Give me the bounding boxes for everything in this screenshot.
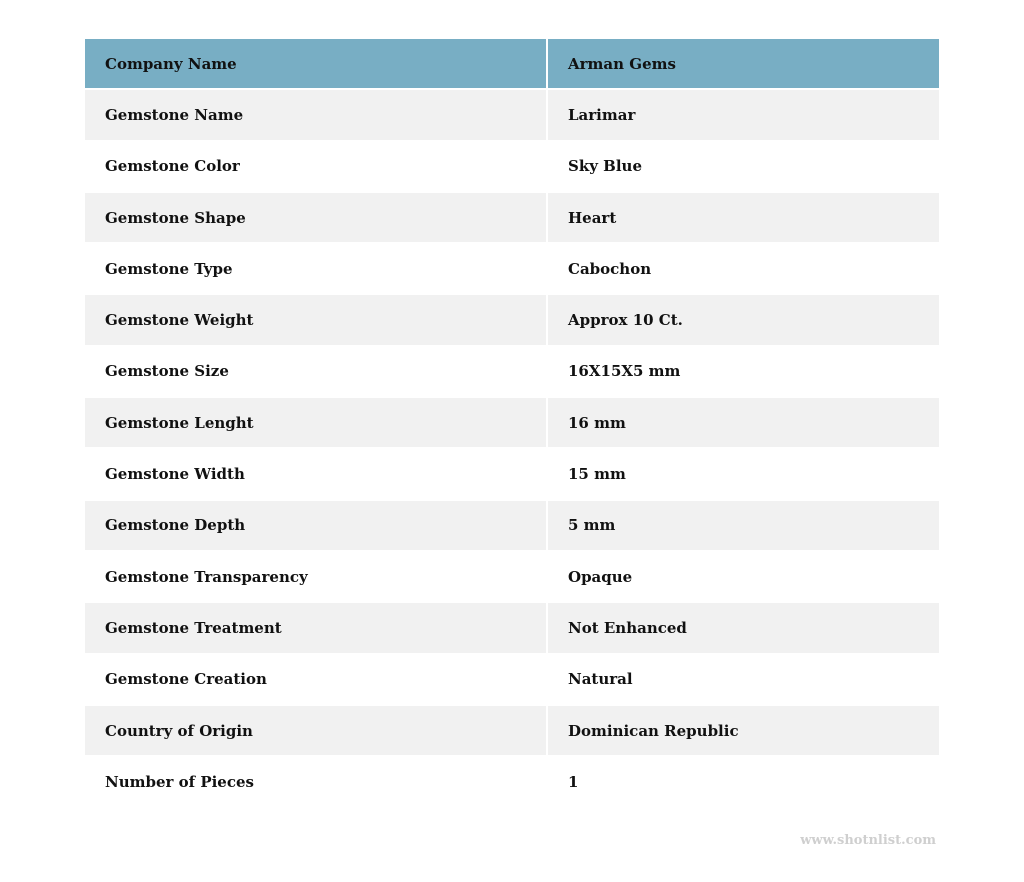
header-label: Company Name: [85, 39, 548, 91]
row-label: Number of Pieces: [85, 756, 548, 809]
row-value: Not Enhanced: [547, 602, 939, 655]
row-value: Dominican Republic: [547, 704, 939, 758]
row-value: Larimar: [547, 89, 939, 142]
table-row: Gemstone Type Cabochon: [85, 243, 939, 296]
row-value: Heart: [547, 191, 939, 245]
row-value: 1: [547, 756, 939, 809]
table-header-row: Company Name Arman Gems: [85, 39, 939, 91]
gemstone-spec-table: Company Name Arman Gems Gemstone Name Lar…: [85, 39, 939, 809]
table-row: Country of Origin Dominican Republic: [85, 704, 939, 758]
row-value: Natural: [547, 653, 939, 706]
table-row: Gemstone Width 15 mm: [85, 448, 939, 501]
table-row: Gemstone Lenght 16 mm: [85, 397, 939, 450]
table-row: Gemstone Name Larimar: [85, 89, 939, 142]
table-row: Gemstone Creation Natural: [85, 653, 939, 706]
row-value: 16X15X5 mm: [547, 345, 939, 399]
row-label: Gemstone Lenght: [85, 397, 548, 450]
table-row: Gemstone Size 16X15X5 mm: [85, 345, 939, 399]
row-value: Approx 10 Ct.: [547, 294, 939, 347]
row-value: 16 mm: [547, 397, 939, 450]
row-label: Gemstone Treatment: [85, 602, 548, 655]
row-value: 5 mm: [547, 499, 939, 552]
row-value: Cabochon: [547, 243, 939, 296]
row-value: 15 mm: [547, 448, 939, 501]
header-value: Arman Gems: [547, 39, 939, 91]
watermark: www.shotnlist.com: [800, 833, 936, 848]
row-label: Gemstone Width: [85, 448, 548, 501]
table-row: Gemstone Shape Heart: [85, 191, 939, 245]
row-label: Gemstone Type: [85, 243, 548, 296]
table-row: Gemstone Depth 5 mm: [85, 499, 939, 552]
row-label: Country of Origin: [85, 704, 548, 758]
row-label: Gemstone Size: [85, 345, 548, 399]
row-label: Gemstone Creation: [85, 653, 548, 706]
row-label: Gemstone Weight: [85, 294, 548, 347]
row-label: Gemstone Color: [85, 140, 548, 193]
table-row: Gemstone Weight Approx 10 Ct.: [85, 294, 939, 347]
row-value: Sky Blue: [547, 140, 939, 193]
row-label: Gemstone Depth: [85, 499, 548, 552]
table-row: Gemstone Color Sky Blue: [85, 140, 939, 193]
table-row: Gemstone Treatment Not Enhanced: [85, 602, 939, 655]
table-row: Gemstone Transparency Opaque: [85, 550, 939, 604]
row-label: Gemstone Transparency: [85, 550, 548, 604]
table-row: Number of Pieces 1: [85, 756, 939, 809]
row-label: Gemstone Shape: [85, 191, 548, 245]
row-value: Opaque: [547, 550, 939, 604]
row-label: Gemstone Name: [85, 89, 548, 142]
